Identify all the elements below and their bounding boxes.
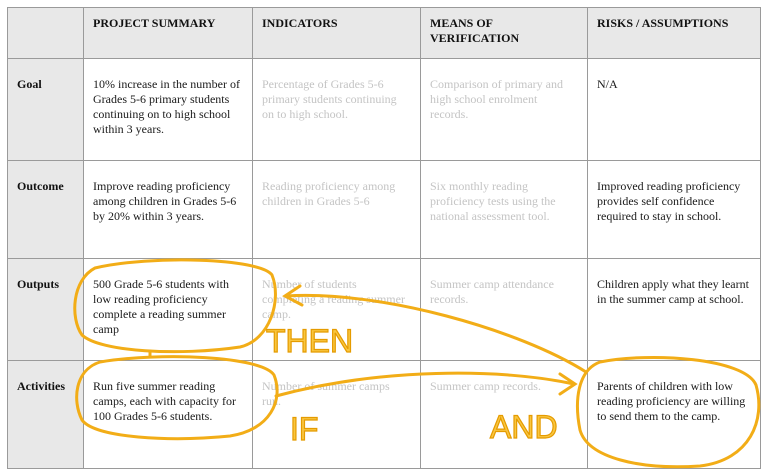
cell: Children apply what they learnt in the s… [587, 258, 761, 361]
cell: Summer camp records. [420, 360, 588, 469]
cell: Summer camp attendance records. [420, 258, 588, 361]
column-header: RISKS / ASSUMPTIONS [587, 7, 761, 59]
cell: 500 Grade 5-6 students with low reading … [83, 258, 253, 361]
table-row: Outputs 500 Grade 5-6 students with low r… [7, 258, 761, 361]
column-header: MEANS OF VERIFICATION [420, 7, 588, 59]
cell: Improve reading proficiency among childr… [83, 160, 253, 259]
logframe-table: PROJECT SUMMARY INDICATORS MEANS OF VERIFI… [7, 7, 761, 469]
table-row: Outcome Improve reading proficiency among… [7, 160, 761, 259]
cell: Percentage of Grades 5-6 primary student… [252, 58, 421, 161]
cell: N/A [587, 58, 761, 161]
table-row: Goal 10% increase in the number of Grades… [7, 58, 761, 161]
header-row: PROJECT SUMMARY INDICATORS MEANS OF VERIFI… [7, 7, 761, 59]
cell: Number of summer camps run. [252, 360, 421, 469]
cell: Improved reading proficiency provides se… [587, 160, 761, 259]
cell: Comparison of primary and high school en… [420, 58, 588, 161]
cell: Reading proficiency among children in Gr… [252, 160, 421, 259]
row-label: Outputs [7, 258, 84, 361]
column-header: INDICATORS [252, 7, 421, 59]
cell: Run five summer reading camps, each with… [83, 360, 253, 469]
cell: 10% increase in the number of Grades 5-6… [83, 58, 253, 161]
row-label: Goal [7, 58, 84, 161]
table-row: Activities Run five summer reading camps,… [7, 360, 761, 469]
cell: Number of students completing a reading … [252, 258, 421, 361]
row-label: Outcome [7, 160, 84, 259]
row-label: Activities [7, 360, 84, 469]
cell: Six monthly reading proficiency tests us… [420, 160, 588, 259]
corner-cell [7, 7, 84, 59]
column-header: PROJECT SUMMARY [83, 7, 253, 59]
cell: Parents of children with low reading pro… [587, 360, 761, 469]
